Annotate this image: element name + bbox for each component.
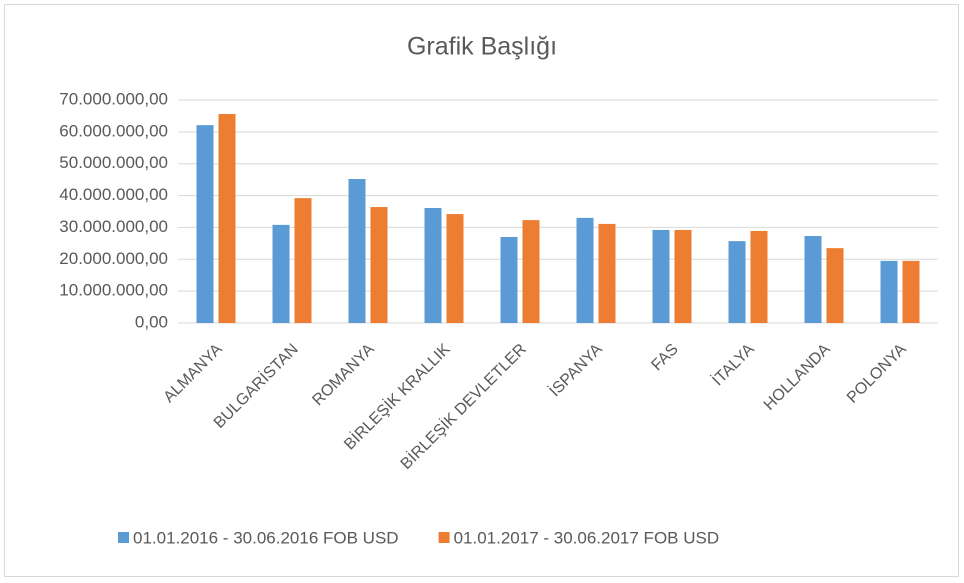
bar	[826, 248, 844, 323]
bar	[750, 230, 768, 323]
chart-title: Grafik Başlığı	[407, 33, 557, 61]
y-tick-label: 60.000.000,00	[59, 121, 168, 140]
bar	[902, 260, 920, 323]
bar	[424, 207, 442, 323]
legend-label: 01.01.2017 - 30.06.2017 FOB USD	[454, 528, 720, 547]
bar	[196, 125, 214, 323]
bar	[294, 198, 312, 323]
bar	[804, 236, 822, 323]
bar	[218, 114, 236, 323]
y-tick-label: 20.000.000,00	[59, 249, 168, 268]
bar	[652, 229, 670, 323]
bar	[500, 236, 518, 323]
y-tick-label: 10.000.000,00	[59, 281, 168, 300]
y-tick-label: 30.000.000,00	[59, 217, 168, 236]
bar	[522, 220, 540, 323]
bar	[728, 241, 746, 323]
bar	[348, 179, 366, 323]
y-tick-label: 70.000.000,00	[59, 89, 168, 108]
bar	[446, 214, 464, 323]
bar	[598, 223, 616, 323]
bar	[370, 207, 388, 323]
bar	[272, 224, 290, 323]
legend-swatch	[118, 532, 129, 543]
y-tick-label: 0,00	[135, 312, 168, 331]
bar	[880, 260, 898, 323]
legend-swatch	[438, 532, 450, 543]
bar	[674, 229, 692, 323]
y-tick-label: 50.000.000,00	[59, 153, 168, 172]
legend-label: 01.01.2016 - 30.06.2016 FOB USD	[133, 528, 399, 547]
bar	[576, 217, 594, 323]
y-tick-label: 40.000.000,00	[59, 185, 168, 204]
